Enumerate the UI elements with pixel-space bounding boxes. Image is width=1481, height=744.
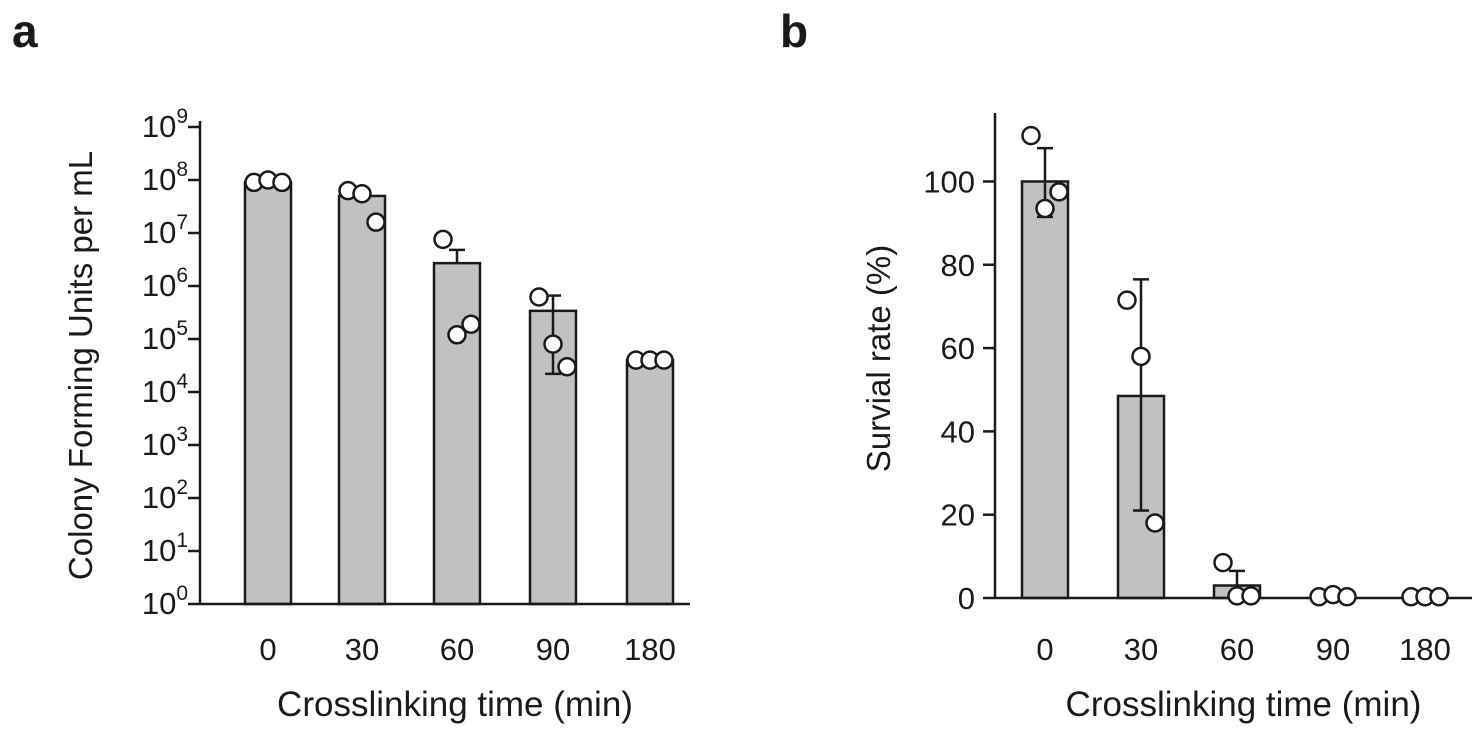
data-point	[1145, 513, 1165, 533]
panel-a: a 100 101 102 103 104 105 106 107 108 109 0 30 60 90 1…	[12, 5, 690, 724]
y-tick-label: 20	[941, 498, 975, 533]
x-axis-label: Crosslinking time (min)	[1066, 685, 1422, 724]
bar	[1020, 180, 1070, 600]
y-tick-label: 80	[941, 248, 975, 283]
data-point	[447, 325, 467, 345]
y-axis-label: Survial rate (%)	[860, 245, 897, 472]
data-point	[654, 350, 674, 370]
data-point	[1213, 552, 1233, 573]
data-point	[272, 172, 292, 193]
x-tick-label: 0	[259, 632, 276, 667]
data-point	[433, 229, 453, 250]
x-tick-label: 30	[345, 632, 379, 667]
data-point	[529, 287, 549, 307]
y-tick-label: 60	[941, 331, 975, 366]
data-point	[1131, 346, 1151, 367]
y-tick-label: 107	[142, 211, 188, 250]
x-tick-label: 60	[440, 632, 474, 667]
data-point	[1021, 125, 1041, 146]
data-point	[1035, 198, 1055, 219]
data-point	[1117, 290, 1137, 310]
panel-a-label: a	[12, 5, 38, 57]
y-tick-label: 108	[142, 158, 188, 197]
x-tick-label: 90	[1316, 632, 1350, 667]
x-tick-label: 30	[1124, 632, 1158, 667]
x-tick-label: 180	[1399, 632, 1451, 667]
y-tick-label: 40	[941, 414, 975, 449]
panel-b-label: b	[780, 5, 808, 57]
bar	[337, 194, 387, 606]
data-point	[366, 212, 386, 232]
y-tick-label: 106	[142, 264, 188, 303]
y-tick-label: 103	[142, 423, 188, 462]
y-tick-label: 100	[142, 582, 188, 621]
bar	[625, 358, 675, 606]
data-point	[1337, 587, 1357, 607]
x-axis-label: Crosslinking time (min)	[277, 685, 633, 724]
data-point	[1429, 587, 1449, 607]
data-point	[1241, 586, 1261, 606]
y-tick-label: 104	[142, 370, 188, 409]
data-point	[543, 334, 563, 354]
x-tick-label: 180	[624, 632, 676, 667]
bar	[432, 261, 482, 606]
y-tick-label: 101	[142, 529, 188, 568]
y-tick-label: 100	[923, 164, 975, 199]
data-point	[557, 356, 577, 377]
x-tick-label: 0	[1036, 632, 1053, 667]
data-point	[1049, 182, 1069, 202]
x-tick-label: 60	[1220, 632, 1254, 667]
y-tick-label: 102	[142, 476, 188, 515]
y-tick-label: 0	[958, 581, 975, 616]
y-tick-label: 105	[142, 317, 188, 356]
bar	[243, 181, 293, 606]
data-point	[352, 184, 372, 204]
y-tick-label: 109	[142, 105, 188, 144]
panel-b: b 0 20 40 60 80 100 0 30 60 90 180 Survial rate (%)…	[780, 5, 1472, 724]
y-axis-label: Colony Forming Units per mL	[62, 151, 99, 580]
data-point	[461, 314, 481, 334]
x-tick-label: 90	[536, 632, 570, 667]
